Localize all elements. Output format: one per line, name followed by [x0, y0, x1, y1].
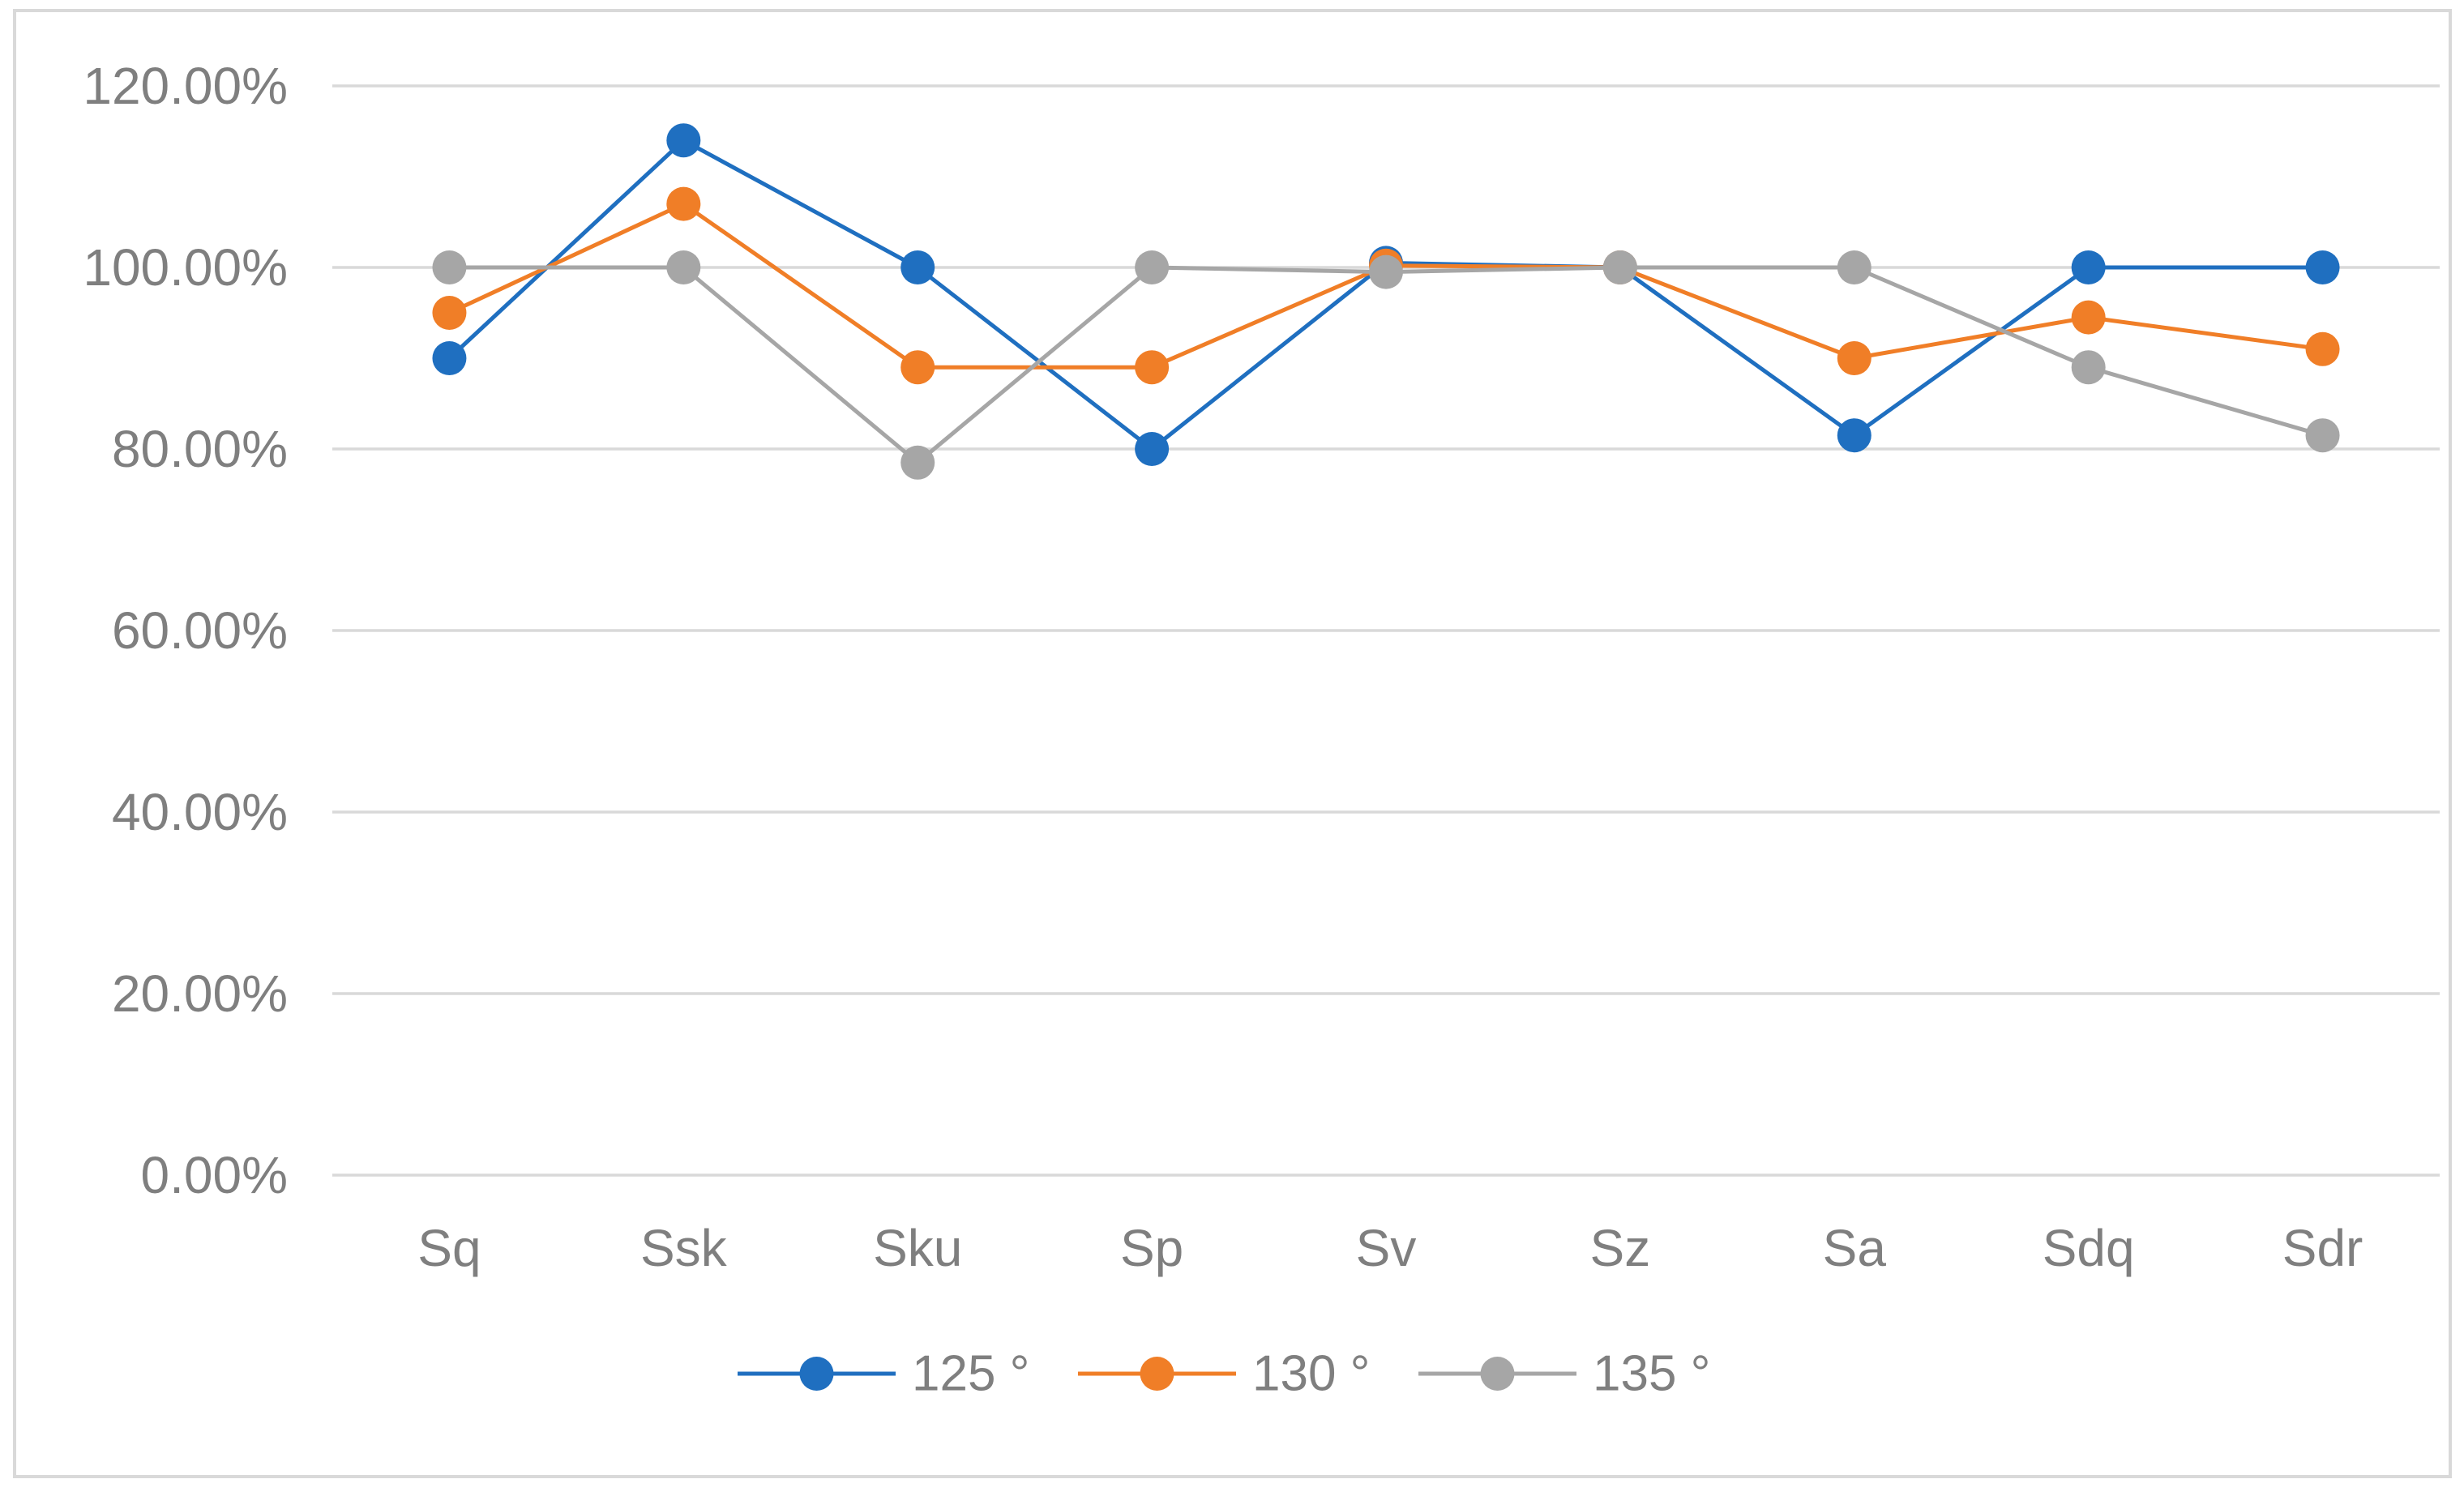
data-point-130-Sp	[1135, 350, 1170, 385]
data-point-135-Sa	[1837, 250, 1872, 284]
data-point-130-Sku	[900, 350, 935, 385]
data-point-135-Sv	[1369, 254, 1403, 289]
y-tick-label-100.00%: 100.00%	[83, 238, 288, 297]
legend-item-125: 125 °	[738, 1346, 1029, 1402]
x-category-label-Sq: Sq	[417, 1219, 481, 1277]
data-point-125-Sq	[432, 341, 467, 375]
legend-label-125: 125 °	[912, 1346, 1029, 1402]
x-category-label-Sa: Sa	[1823, 1219, 1887, 1277]
legend-item-135: 135 °	[1418, 1346, 1710, 1402]
x-category-label-Sv: Sv	[1356, 1219, 1417, 1277]
data-point-135-Sdq	[2071, 350, 2106, 385]
data-point-135-Sku	[900, 445, 935, 480]
data-point-135-Sp	[1135, 250, 1170, 284]
y-tick-label-0.00%: 0.00%	[141, 1146, 288, 1204]
x-category-label-Ssk: Ssk	[640, 1219, 728, 1277]
series-135	[432, 250, 2340, 480]
y-tick-label-40.00%: 40.00%	[112, 783, 288, 841]
legend-marker-circle-125	[799, 1357, 834, 1391]
y-axis-tick-labels: 0.00% 20.00% 40.00% 60.00% 80.00% 100.00% 120.…	[83, 57, 288, 1204]
chart-border-frame	[13, 9, 2452, 1478]
x-category-label-Sdq: Sdq	[2043, 1219, 2135, 1277]
data-point-125-Ssk	[666, 123, 701, 158]
data-point-130-Sdq	[2071, 300, 2106, 335]
y-tick-label-60.00%: 60.00%	[112, 601, 288, 660]
legend-item-130: 130 °	[1078, 1346, 1370, 1402]
y-tick-label-80.00%: 80.00%	[112, 420, 288, 478]
x-axis-category-labels: Sq Ssk Sku Sp Sv Sz Sa Sdq Sdr	[417, 1219, 2363, 1277]
data-point-125-Sp	[1135, 432, 1170, 466]
data-point-125-Sa	[1837, 418, 1872, 453]
data-point-135-Sq	[432, 250, 467, 284]
x-category-label-Sp: Sp	[1120, 1219, 1183, 1277]
data-point-130-Sq	[432, 296, 467, 330]
data-point-125-Sdq	[2071, 250, 2106, 284]
data-point-130-Sa	[1837, 341, 1872, 375]
y-tick-label-20.00%: 20.00%	[112, 964, 288, 1023]
legend-label-130: 130 °	[1252, 1346, 1370, 1402]
data-point-135-Sz	[1602, 250, 1637, 284]
y-tick-label-120.00%: 120.00%	[83, 57, 288, 115]
x-category-label-Sz: Sz	[1590, 1219, 1651, 1277]
legend: 125 ° 130 ° 135 °	[738, 1346, 1710, 1402]
data-point-135-Sdr	[2305, 418, 2340, 453]
legend-marker-circle-130	[1140, 1357, 1174, 1391]
data-point-135-Ssk	[666, 250, 701, 284]
data-point-130-Ssk	[666, 186, 701, 221]
data-point-125-Sdr	[2305, 250, 2340, 284]
x-category-label-Sku: Sku	[873, 1219, 962, 1277]
legend-label-135: 135 °	[1593, 1346, 1710, 1402]
legend-marker-circle-135	[1480, 1357, 1515, 1391]
x-category-label-Sdr: Sdr	[2282, 1219, 2363, 1277]
data-point-130-Sdr	[2305, 331, 2340, 366]
data-point-125-Sku	[900, 250, 935, 284]
